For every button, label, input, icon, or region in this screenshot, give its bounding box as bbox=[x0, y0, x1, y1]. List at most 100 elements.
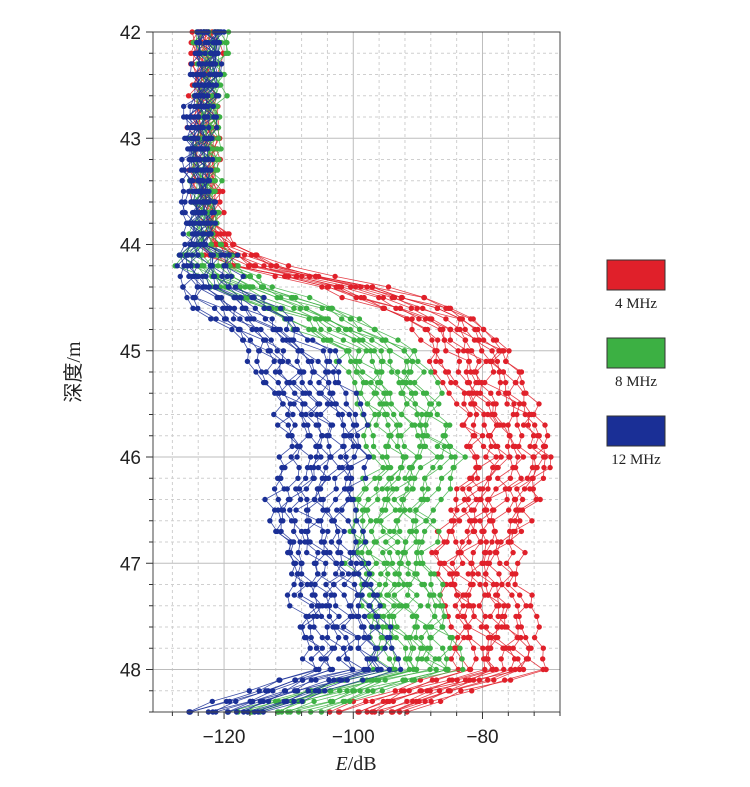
data-point bbox=[213, 82, 219, 88]
data-point bbox=[497, 379, 504, 386]
data-point bbox=[182, 241, 188, 248]
data-point bbox=[484, 560, 490, 566]
data-point bbox=[199, 231, 205, 237]
data-point bbox=[311, 369, 317, 375]
data-point bbox=[271, 411, 277, 418]
data-point bbox=[330, 698, 336, 705]
data-point bbox=[304, 549, 310, 556]
data-point bbox=[179, 178, 185, 184]
data-point bbox=[269, 316, 275, 322]
data-point bbox=[380, 613, 387, 620]
data-point bbox=[224, 273, 230, 280]
data-point bbox=[414, 411, 420, 418]
data-point bbox=[471, 528, 478, 535]
data-point bbox=[318, 613, 325, 620]
data-point bbox=[218, 241, 225, 248]
data-point bbox=[390, 486, 396, 492]
data-point bbox=[418, 337, 424, 343]
data-point bbox=[214, 71, 221, 78]
data-point bbox=[386, 698, 392, 705]
series-layer bbox=[172, 29, 554, 715]
data-point bbox=[353, 539, 359, 545]
data-point bbox=[530, 433, 537, 439]
data-point bbox=[407, 379, 414, 386]
data-point bbox=[378, 518, 384, 524]
data-point bbox=[302, 390, 309, 396]
data-point bbox=[494, 443, 501, 450]
data-point bbox=[336, 358, 342, 365]
data-point bbox=[208, 241, 215, 248]
data-point bbox=[480, 645, 486, 651]
data-point bbox=[210, 103, 216, 110]
data-point bbox=[188, 61, 195, 67]
data-point bbox=[369, 624, 375, 630]
data-point bbox=[395, 337, 401, 343]
data-point bbox=[432, 603, 439, 609]
data-point bbox=[192, 231, 198, 237]
data-point bbox=[398, 411, 405, 418]
data-point bbox=[375, 496, 381, 503]
data-point bbox=[452, 454, 458, 460]
data-point bbox=[202, 50, 208, 56]
data-point bbox=[363, 379, 369, 386]
data-point bbox=[500, 645, 506, 651]
data-point bbox=[295, 475, 301, 481]
data-point bbox=[462, 592, 469, 598]
data-point bbox=[269, 284, 275, 290]
data-point bbox=[510, 528, 516, 535]
data-point bbox=[331, 592, 338, 598]
data-point bbox=[506, 507, 512, 513]
data-point bbox=[351, 581, 358, 588]
data-point bbox=[368, 518, 374, 524]
data-point bbox=[305, 422, 311, 428]
x-tick-label: −100 bbox=[332, 727, 375, 748]
data-point bbox=[289, 443, 295, 450]
data-point bbox=[481, 422, 487, 428]
data-point bbox=[299, 411, 305, 418]
data-point bbox=[452, 603, 459, 609]
data-point bbox=[391, 581, 398, 588]
data-point bbox=[194, 284, 200, 290]
data-point bbox=[268, 263, 274, 269]
data-point bbox=[208, 167, 214, 173]
data-point bbox=[520, 454, 527, 460]
data-point bbox=[366, 454, 372, 460]
data-point bbox=[479, 348, 485, 354]
data-point bbox=[275, 379, 281, 386]
data-point bbox=[413, 528, 419, 535]
data-point bbox=[227, 305, 233, 311]
data-point bbox=[366, 571, 373, 577]
data-point bbox=[438, 454, 444, 460]
data-point bbox=[291, 528, 297, 535]
data-point bbox=[332, 273, 338, 280]
data-point bbox=[512, 518, 518, 524]
data-point bbox=[285, 263, 292, 269]
data-point bbox=[456, 518, 463, 524]
data-point bbox=[302, 401, 308, 407]
y-tick-label: 48 bbox=[120, 661, 141, 682]
data-point bbox=[287, 549, 294, 556]
data-point bbox=[364, 422, 371, 428]
data-point bbox=[194, 156, 200, 163]
data-point bbox=[418, 634, 425, 641]
data-point bbox=[234, 252, 241, 258]
data-point bbox=[476, 464, 482, 471]
data-point bbox=[294, 326, 300, 333]
data-point bbox=[361, 433, 367, 439]
data-point bbox=[469, 688, 475, 694]
data-point bbox=[395, 656, 401, 662]
data-point bbox=[212, 199, 218, 205]
data-point bbox=[312, 592, 318, 598]
data-point bbox=[384, 560, 391, 566]
data-point bbox=[496, 422, 503, 428]
data-point bbox=[421, 369, 427, 375]
data-point bbox=[428, 634, 434, 641]
data-point bbox=[417, 464, 424, 471]
data-point bbox=[251, 263, 257, 269]
data-point bbox=[317, 316, 324, 322]
data-point bbox=[451, 645, 457, 651]
data-point bbox=[291, 379, 297, 386]
data-point bbox=[428, 698, 434, 705]
data-point bbox=[380, 549, 386, 556]
data-point bbox=[467, 603, 473, 609]
